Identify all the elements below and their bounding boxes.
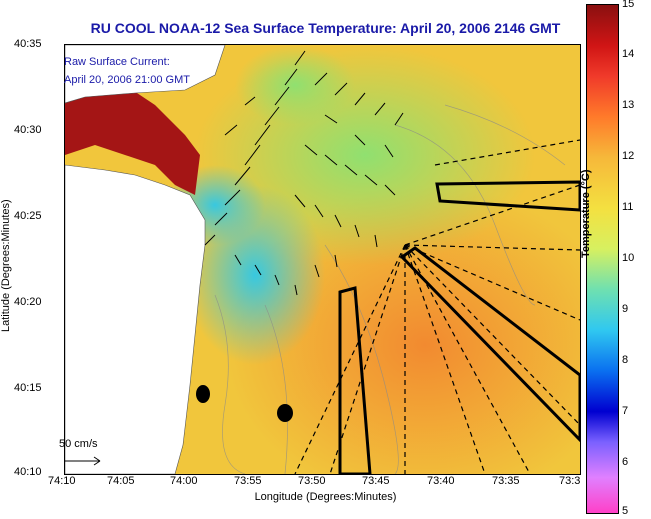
x-tick: 73:40 <box>427 475 455 487</box>
sst-map-canvas <box>65 45 580 474</box>
y-tick: 40:10 <box>14 466 42 478</box>
buoy-marker[interactable] <box>277 404 293 422</box>
buoy-marker[interactable] <box>196 385 210 403</box>
land-coast <box>65 45 226 474</box>
y-axis-label: Latitude (Degrees:Minutes) <box>0 199 12 332</box>
temperature-colorbar <box>586 4 619 514</box>
x-axis-label: Longitude (Degrees:Minutes) <box>254 491 397 503</box>
scale-arrow <box>65 456 101 466</box>
x-tick: 73:45 <box>362 475 390 487</box>
x-tick: 74:10 <box>48 475 76 487</box>
land-hot-region <box>65 85 200 195</box>
surface-current-vectors <box>204 50 404 296</box>
scale-label: 50 cm/s <box>59 438 98 450</box>
cbar-tick: 5 <box>622 505 629 517</box>
cbar-tick: 15 <box>622 0 635 10</box>
y-tick: 40:25 <box>14 210 42 222</box>
x-tick: 74:05 <box>107 475 135 487</box>
cbar-tick: 6 <box>622 456 629 468</box>
x-tick: 73:3 <box>559 475 581 487</box>
y-tick: 40:15 <box>14 382 42 394</box>
cbar-tick: 8 <box>622 354 629 366</box>
y-tick: 40:35 <box>14 38 42 50</box>
map-title: RU COOL NOAA-12 Sea Surface Temperature:… <box>90 20 561 36</box>
x-tick: 74:00 <box>170 475 198 487</box>
annotation-line1: Raw Surface Current: <box>64 56 170 68</box>
x-tick: 73:35 <box>492 475 520 487</box>
bathymetry-contours <box>214 104 566 474</box>
cbar-tick: 7 <box>622 405 629 417</box>
current-annotation: Raw Surface Current: April 20, 2006 21:0… <box>64 53 190 89</box>
sst-map[interactable] <box>64 44 581 475</box>
cbar-tick: 12 <box>622 150 635 162</box>
hf-radar-radials <box>294 139 580 474</box>
cbar-tick: 14 <box>622 48 635 60</box>
x-tick: 73:50 <box>298 475 326 487</box>
survey-boxes <box>338 180 580 474</box>
y-tick: 40:30 <box>14 124 42 136</box>
x-tick: 73:55 <box>234 475 262 487</box>
annotation-line2: April 20, 2006 21:00 GMT <box>64 74 190 86</box>
cbar-tick: 9 <box>622 303 629 315</box>
cbar-tick: 11 <box>622 201 634 213</box>
y-tick: 40:20 <box>14 296 42 308</box>
colorbar-label: Temperature (°C) <box>580 169 592 258</box>
cbar-tick: 13 <box>622 99 635 111</box>
cbar-tick: 10 <box>622 252 635 264</box>
